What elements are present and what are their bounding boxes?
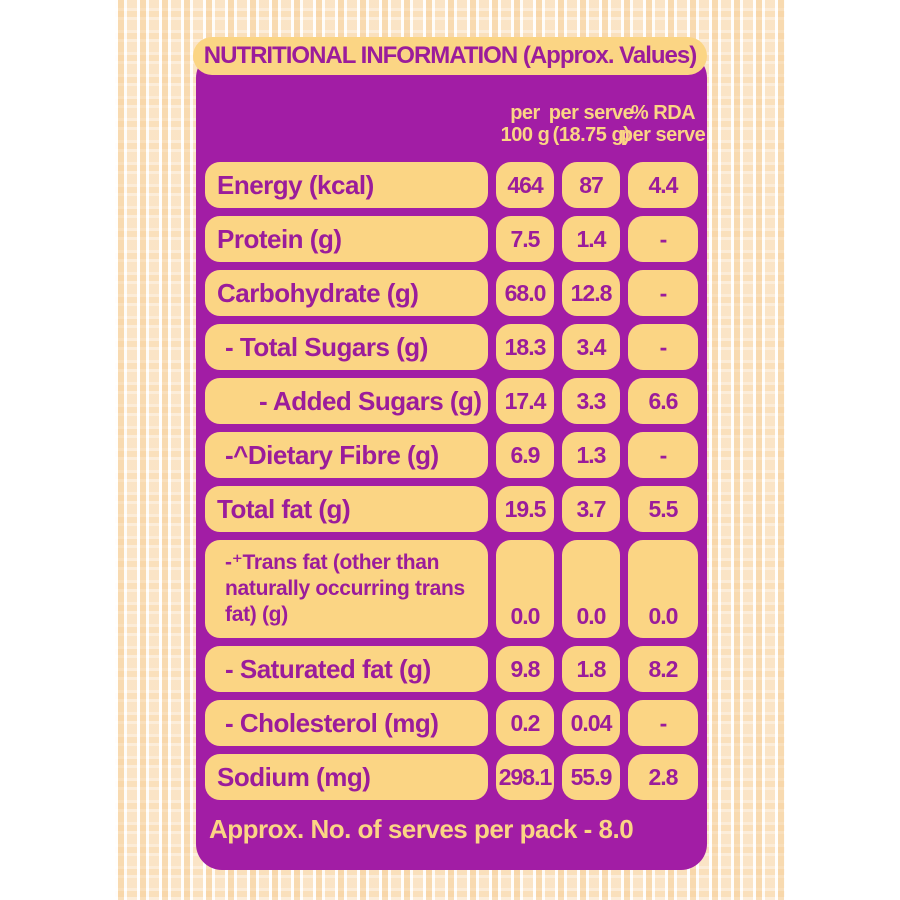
row-label: Protein (g) bbox=[205, 216, 488, 262]
row-label: Sodium (mg) bbox=[205, 754, 488, 800]
value-rda-per-serve: 6.6 bbox=[628, 378, 698, 424]
value-per-serve: 1.4 bbox=[562, 216, 620, 262]
value-per-100g: 18.3 bbox=[496, 324, 554, 370]
value-per-serve: 1.3 bbox=[562, 432, 620, 478]
nutrition-table: Energy (kcal) 464 87 4.4 Protein (g) 7.5… bbox=[205, 162, 698, 800]
column-header-rda: % RDA per serve bbox=[621, 102, 706, 146]
value-per-100g: 9.8 bbox=[496, 646, 554, 692]
table-row-sodium: Sodium (mg) 298.1 55.9 2.8 bbox=[205, 754, 698, 800]
panel-title: NUTRITIONAL INFORMATION (Approx. Values) bbox=[193, 37, 707, 75]
value-per-serve: 3.3 bbox=[562, 378, 620, 424]
column-header-line: per bbox=[510, 102, 540, 124]
value-per-serve: 1.8 bbox=[562, 646, 620, 692]
value-per-serve: 3.4 bbox=[562, 324, 620, 370]
row-label: - Added Sugars (g) bbox=[205, 378, 488, 424]
value-rda-per-serve: 5.5 bbox=[628, 486, 698, 532]
table-row-total-fat: Total fat (g) 19.5 3.7 5.5 bbox=[205, 486, 698, 532]
value-per-100g: 68.0 bbox=[496, 270, 554, 316]
value-per-serve: 0.0 bbox=[562, 540, 620, 638]
value-rda-per-serve: - bbox=[628, 432, 698, 478]
value-rda-per-serve: - bbox=[628, 324, 698, 370]
table-row-cholesterol: - Cholesterol (mg) 0.2 0.04 - bbox=[205, 700, 698, 746]
serves-per-pack-note: Approx. No. of serves per pack - 8.0 bbox=[209, 814, 634, 844]
value-rda-per-serve: - bbox=[628, 700, 698, 746]
row-label: -⁺Trans fat (other than naturally occurr… bbox=[205, 540, 488, 638]
value-per-100g: 0.0 bbox=[496, 540, 554, 638]
nutrition-panel: per 100 g per serve (18.75 g) % RDA per … bbox=[196, 52, 707, 870]
value-per-100g: 17.4 bbox=[496, 378, 554, 424]
row-label: - Total Sugars (g) bbox=[205, 324, 488, 370]
value-per-serve: 87 bbox=[562, 162, 620, 208]
table-row-dietary-fibre: -^Dietary Fibre (g) 6.9 1.3 - bbox=[205, 432, 698, 478]
value-per-100g: 6.9 bbox=[496, 432, 554, 478]
value-per-100g: 0.2 bbox=[496, 700, 554, 746]
table-column-headers: per 100 g per serve (18.75 g) % RDA per … bbox=[205, 86, 706, 146]
value-rda-per-serve: - bbox=[628, 216, 698, 262]
value-per-100g: 7.5 bbox=[496, 216, 554, 262]
column-header-line: 100 g bbox=[500, 124, 550, 146]
column-header-line: per serve bbox=[620, 124, 706, 146]
table-row-saturated-fat: - Saturated fat (g) 9.8 1.8 8.2 bbox=[205, 646, 698, 692]
row-label: - Saturated fat (g) bbox=[205, 646, 488, 692]
table-row-energy: Energy (kcal) 464 87 4.4 bbox=[205, 162, 698, 208]
row-label: Total fat (g) bbox=[205, 486, 488, 532]
table-row-carbohydrate: Carbohydrate (g) 68.0 12.8 - bbox=[205, 270, 698, 316]
value-per-serve: 0.04 bbox=[562, 700, 620, 746]
table-row-added-sugars: - Added Sugars (g) 17.4 3.3 6.6 bbox=[205, 378, 698, 424]
column-header-line: % RDA bbox=[630, 102, 696, 124]
value-per-100g: 464 bbox=[496, 162, 554, 208]
table-row-trans-fat: -⁺Trans fat (other than naturally occurr… bbox=[205, 540, 698, 638]
value-per-100g: 298.1 bbox=[496, 754, 554, 800]
value-per-serve: 12.8 bbox=[562, 270, 620, 316]
value-rda-per-serve: 4.4 bbox=[628, 162, 698, 208]
value-rda-per-serve: 8.2 bbox=[628, 646, 698, 692]
row-label: -^Dietary Fibre (g) bbox=[205, 432, 488, 478]
value-per-100g: 19.5 bbox=[496, 486, 554, 532]
value-per-serve: 55.9 bbox=[562, 754, 620, 800]
column-header-line: (18.75 g) bbox=[552, 124, 630, 146]
table-row-protein: Protein (g) 7.5 1.4 - bbox=[205, 216, 698, 262]
column-header-per-100g: per 100 g bbox=[496, 102, 554, 146]
value-rda-per-serve: 2.8 bbox=[628, 754, 698, 800]
value-per-serve: 3.7 bbox=[562, 486, 620, 532]
column-header-per-serve: per serve (18.75 g) bbox=[549, 102, 634, 146]
value-rda-per-serve: - bbox=[628, 270, 698, 316]
value-rda-per-serve: 0.0 bbox=[628, 540, 698, 638]
row-label: Energy (kcal) bbox=[205, 162, 488, 208]
table-row-total-sugars: - Total Sugars (g) 18.3 3.4 - bbox=[205, 324, 698, 370]
column-header-line: per serve bbox=[548, 102, 634, 124]
row-label: Carbohydrate (g) bbox=[205, 270, 488, 316]
row-label: - Cholesterol (mg) bbox=[205, 700, 488, 746]
